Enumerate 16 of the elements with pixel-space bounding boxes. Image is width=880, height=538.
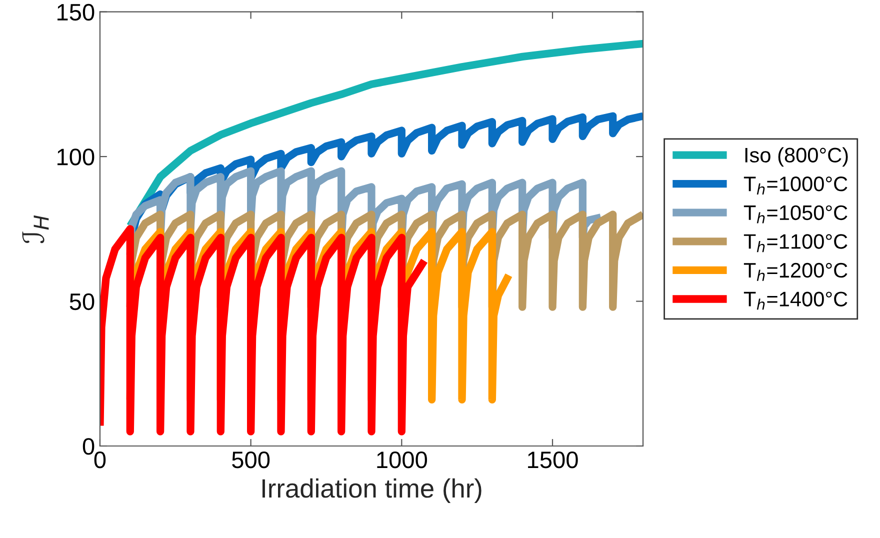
y-axis-title: ℐ$_{H}$ — [22, 215, 49, 244]
x-axis-title: Irradiation time (hr) — [262, 478, 482, 504]
legend-label: T$_{h}$=1200°C — [744, 262, 848, 281]
x-tick-label: 500 — [232, 451, 270, 468]
legend-label: T$_{h}$=1400°C — [744, 292, 848, 310]
x-tick-label: 0 — [94, 451, 106, 468]
y-tick-label: 50 — [70, 293, 94, 310]
legend-label: T$_{h}$=1000°C — [744, 176, 848, 194]
y-tick-label: 0 — [82, 438, 94, 455]
legend-label: T$_{h}$=1100°C — [744, 234, 848, 252]
x-tick-label: 1500 — [528, 451, 578, 468]
legend-label: T$_{h}$=1050°C — [744, 205, 848, 224]
x-tick-label: 1000 — [377, 451, 428, 468]
legend-label: Iso (800°C) — [745, 147, 848, 167]
y-tick-label: 150 — [58, 4, 94, 21]
y-tick-label: 100 — [58, 148, 94, 166]
